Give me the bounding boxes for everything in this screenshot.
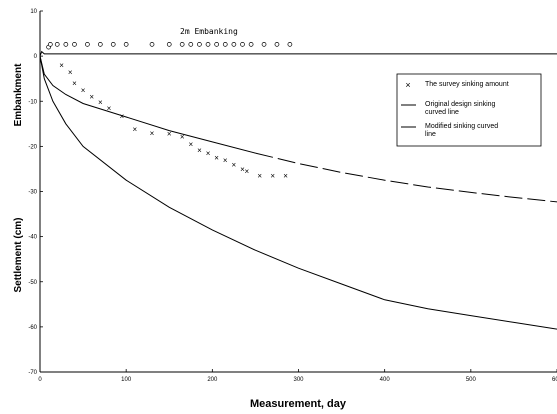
survey-point: × bbox=[89, 93, 94, 102]
x-tick-label: 200 bbox=[207, 377, 218, 383]
x-tick-label: 300 bbox=[293, 377, 304, 383]
y-tick-label: 0 bbox=[34, 54, 38, 60]
y-tick-label: -10 bbox=[28, 99, 37, 105]
embankment-marker bbox=[188, 42, 194, 47]
embankment-marker bbox=[205, 42, 211, 47]
survey-point: × bbox=[257, 172, 262, 181]
y-tick-label: 10 bbox=[30, 9, 37, 15]
embankment-marker bbox=[63, 42, 69, 47]
axis-ticks: 100-10-20-30-40-50-60-700 100 200 300 400 500… bbox=[28, 9, 557, 383]
y-tick-label: -20 bbox=[28, 144, 37, 150]
legend-label-survey: The survey sinking amount bbox=[425, 81, 509, 88]
survey-point: × bbox=[72, 79, 77, 88]
y-tick-label: -30 bbox=[28, 190, 37, 196]
x-tick-label: 500 bbox=[466, 377, 477, 383]
legend: × The survey sinking amount Original des… bbox=[396, 73, 542, 147]
survey-point: × bbox=[240, 165, 245, 174]
x-tick-label: 0 bbox=[38, 377, 42, 383]
embankment-marker bbox=[214, 42, 219, 47]
y-axis-title-settlement: Settlement (cm) bbox=[13, 217, 24, 292]
survey-point: × bbox=[107, 104, 112, 113]
survey-point: × bbox=[214, 154, 219, 163]
embankment-marker bbox=[47, 42, 53, 47]
survey-point: × bbox=[59, 61, 64, 70]
y-tick-label: -70 bbox=[28, 370, 37, 376]
original-design-curve-extrapolated bbox=[255, 152, 557, 203]
survey-point: × bbox=[167, 130, 172, 139]
survey-point: × bbox=[132, 125, 137, 134]
x-tick-label: 400 bbox=[380, 377, 391, 383]
survey-point: × bbox=[68, 68, 73, 77]
embankment-marker bbox=[123, 42, 129, 47]
embankment-marker bbox=[54, 42, 60, 47]
embankment-marker bbox=[222, 42, 228, 47]
y-axis-title-embankment: Embankment bbox=[13, 63, 24, 126]
embankment-marker bbox=[85, 42, 90, 47]
series-layer: ××××××××× × × ××× ×× ××× ×× × × bbox=[39, 42, 557, 330]
embankment-marker bbox=[72, 42, 77, 47]
embankment-marker bbox=[261, 42, 267, 47]
embankment-marker bbox=[149, 42, 155, 47]
embankment-line bbox=[39, 50, 557, 57]
embankment-marker bbox=[166, 42, 172, 47]
embankment-marker bbox=[240, 42, 245, 47]
embankment-marker bbox=[274, 42, 280, 47]
embankment-marker bbox=[110, 42, 116, 47]
survey-point: × bbox=[223, 156, 228, 165]
embankment-marker bbox=[179, 42, 185, 47]
original-design-curve bbox=[39, 55, 256, 154]
modified-sinking-curve bbox=[39, 56, 557, 330]
survey-point: × bbox=[197, 146, 202, 155]
legend-label-original: Original design sinking curved line bbox=[425, 101, 496, 116]
survey-point: × bbox=[270, 172, 275, 181]
x-tick-label: 100 bbox=[121, 377, 132, 383]
embankment-marker bbox=[231, 42, 237, 47]
embankment-marker bbox=[248, 42, 254, 47]
embankment-marker bbox=[97, 42, 103, 47]
x-tick-label: 600 bbox=[552, 377, 557, 383]
legend-box bbox=[396, 73, 542, 147]
survey-point: × bbox=[81, 86, 86, 95]
survey-point: × bbox=[283, 172, 288, 181]
survey-point: × bbox=[98, 98, 103, 107]
survey-point: × bbox=[150, 129, 155, 138]
y-tick-label: -40 bbox=[28, 235, 37, 241]
embankment-marker bbox=[197, 42, 202, 47]
y-tick-label: -50 bbox=[28, 280, 37, 286]
y-tick-label: -60 bbox=[28, 325, 37, 331]
survey-point: × bbox=[232, 160, 237, 169]
x-axis-title: Measurement, day bbox=[250, 398, 347, 410]
survey-point: × bbox=[120, 112, 125, 121]
legend-marker-survey: × bbox=[405, 80, 410, 90]
survey-point: × bbox=[180, 132, 185, 141]
survey-point: × bbox=[206, 149, 211, 158]
survey-point: × bbox=[244, 167, 249, 176]
survey-point: × bbox=[188, 140, 193, 149]
legend-label-modified: Modified sinking curved line bbox=[425, 123, 498, 138]
embanking-annotation: 2m Embanking bbox=[180, 27, 238, 36]
embankment-marker bbox=[287, 42, 293, 47]
